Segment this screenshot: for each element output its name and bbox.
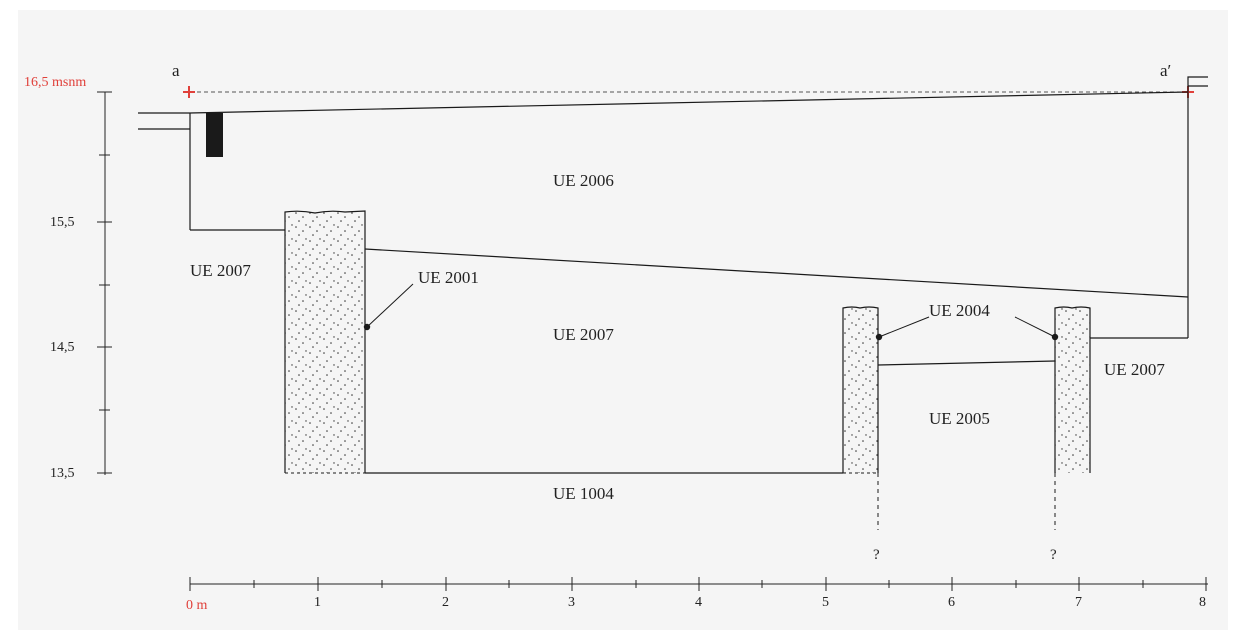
leader-lines — [366, 283, 1056, 338]
unknown-mark: ? — [873, 547, 880, 563]
elevation-tick-label: 13,5 — [50, 466, 75, 481]
unit-label-ue2006: UE 2006 — [553, 171, 614, 190]
leader-dot — [1051, 333, 1059, 341]
distance-axis — [189, 577, 1208, 591]
leader-dot — [363, 323, 371, 331]
post-feature — [206, 113, 223, 157]
unit-label-ue2007-center: UE 2007 — [553, 325, 614, 344]
distance-tick-label: 1 — [314, 595, 321, 610]
distance-origin-label: 0 m — [186, 598, 208, 613]
unit-label-ue2005: UE 2005 — [929, 409, 990, 428]
leader-dot — [875, 333, 883, 341]
unit-label-ue2001: UE 2001 — [418, 268, 479, 287]
section-start-label: a — [172, 61, 180, 80]
section-end-label: a′ — [1160, 61, 1171, 80]
unknown-mark: ? — [1050, 547, 1057, 563]
distance-tick-label: 7 — [1075, 595, 1082, 610]
distance-tick-label: 2 — [442, 595, 449, 610]
profile-lines — [138, 76, 1208, 474]
distance-tick-label: 5 — [822, 595, 829, 610]
unit-label-ue2004: UE 2004 — [929, 301, 990, 320]
datum-label: 16,5 msnm — [24, 75, 86, 90]
elevation-tick-label: 14,5 — [50, 340, 75, 355]
unit-label-ue2007-right: UE 2007 — [1104, 360, 1165, 379]
distance-tick-label: 6 — [948, 595, 955, 610]
datum-marker-start — [183, 86, 195, 98]
elevation-axis — [97, 91, 112, 475]
wall-ue2004-right — [1054, 306, 1091, 530]
distance-tick-label: 8 — [1199, 595, 1206, 610]
wall-ue2001 — [284, 210, 366, 474]
unit-label-ue2007-left: UE 2007 — [190, 261, 251, 280]
distance-tick-label: 3 — [568, 595, 575, 610]
distance-tick-label: 4 — [695, 595, 702, 610]
elevation-tick-label: 15,5 — [50, 215, 75, 230]
wall-ue2004-left — [842, 306, 879, 530]
unit-label-ue1004: UE 1004 — [553, 484, 614, 503]
